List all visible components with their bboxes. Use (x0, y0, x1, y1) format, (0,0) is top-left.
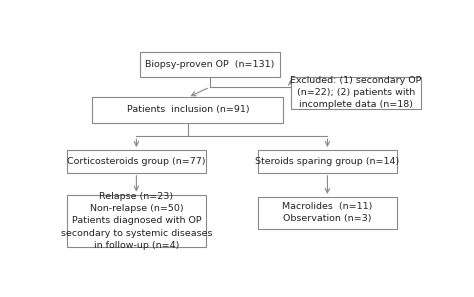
FancyBboxPatch shape (92, 97, 283, 123)
FancyBboxPatch shape (258, 150, 397, 173)
FancyBboxPatch shape (140, 52, 280, 77)
FancyBboxPatch shape (66, 195, 206, 247)
Text: Excluded: (1) secondary OP
(n=22); (2) patients with
incomplete data (n=18): Excluded: (1) secondary OP (n=22); (2) p… (290, 76, 421, 110)
Text: Relapse (n=23)
Non-relapse (n=50)
Patients diagnosed with OP
secondary to system: Relapse (n=23) Non-relapse (n=50) Patien… (61, 192, 212, 250)
Text: Biopsy-proven OP  (n=131): Biopsy-proven OP (n=131) (145, 60, 274, 69)
FancyBboxPatch shape (66, 150, 206, 173)
Text: Patients  inclusion (n=91): Patients inclusion (n=91) (127, 105, 249, 114)
Text: Macrolides  (n=11)
Observation (n=3): Macrolides (n=11) Observation (n=3) (282, 202, 373, 223)
Text: Steroids sparing group (n=14): Steroids sparing group (n=14) (255, 157, 400, 166)
Text: Corticosteroids group (n=77): Corticosteroids group (n=77) (67, 157, 206, 166)
FancyBboxPatch shape (258, 197, 397, 229)
FancyBboxPatch shape (291, 77, 421, 109)
